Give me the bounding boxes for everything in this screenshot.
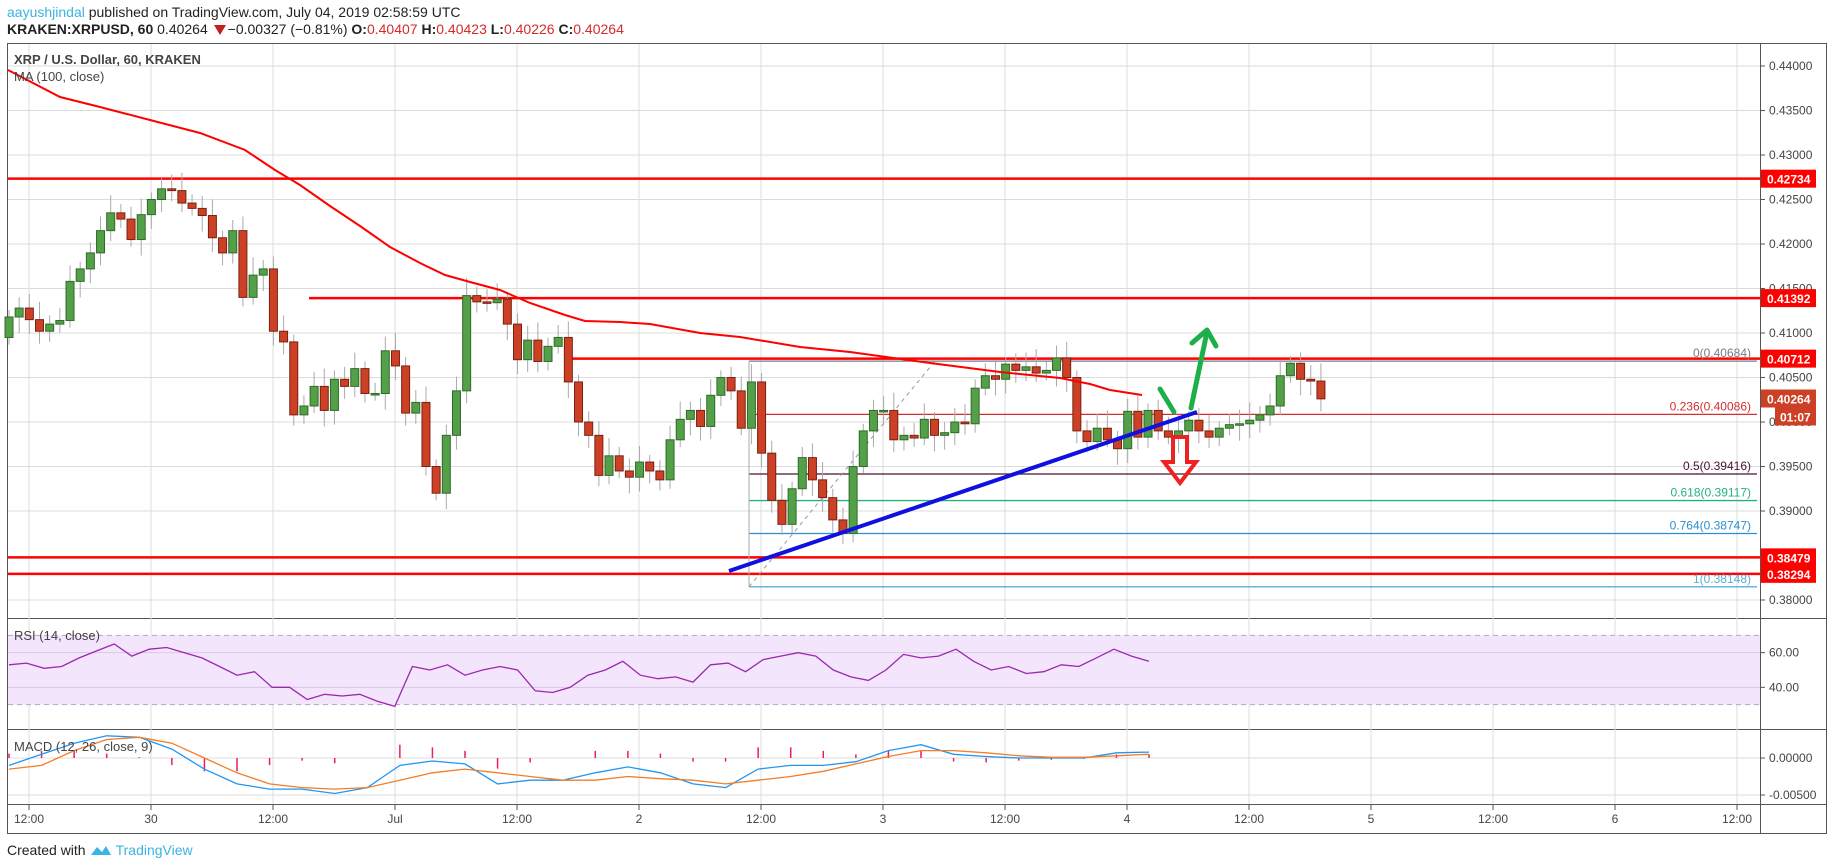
down-triangle-icon [213,25,226,36]
svg-text:0(0.40684): 0(0.40684) [1693,346,1751,360]
svg-text:12:00: 12:00 [990,812,1020,826]
svg-text:1(0.38148): 1(0.38148) [1693,572,1751,586]
svg-text:0.618(0.39117): 0.618(0.39117) [1670,486,1751,500]
svg-text:12:00: 12:00 [1234,812,1264,826]
svg-text:0.43000: 0.43000 [1769,148,1813,162]
symbol-info: KRAKEN:XRPUSD, 60 0.40264 −0.00327 (−0.8… [7,21,624,37]
svg-text:0.40712: 0.40712 [1767,353,1811,367]
svg-text:12:00: 12:00 [502,812,532,826]
published-text: published on TradingView.com, July 04, 2… [84,4,461,20]
svg-text:0.41000: 0.41000 [1769,326,1813,340]
chart-title: XRP / U.S. Dollar, 60, KRAKEN [14,52,201,67]
svg-text:0.40264: 0.40264 [1767,393,1811,407]
grid: 12:00 30 12:00 Jul 12:00 2 12:00 3 12:00 4 12:00 5 1… [8,44,1813,826]
rsi-line [8,643,1150,708]
svg-text:30: 30 [144,812,158,826]
close-value: 0.40264 [573,21,624,37]
chart-frame [7,43,1827,834]
drawings[interactable] [728,327,1219,573]
svg-text:0.38294: 0.38294 [1767,568,1811,582]
tradingview-brand-link[interactable]: TradingView [115,842,193,858]
high-value: 0.40423 [436,21,487,37]
open-value: 0.40407 [366,21,418,37]
ma-100-line [7,69,1143,396]
low-value: 0.40226 [503,21,555,37]
rsi-band: 60.00 40.00 0.00000 -0.00500 [8,634,1817,802]
svg-text:0.42000: 0.42000 [1769,237,1813,251]
price-change: −0.00327 (−0.81%) [227,21,348,37]
rsi-legend[interactable]: RSI (14, close) [14,628,100,643]
svg-text:0.764(0.38747): 0.764(0.38747) [1670,519,1751,533]
symbol-label: KRAKEN:XRPUSD, 60 [7,21,154,37]
svg-text:01:07: 01:07 [1780,411,1811,425]
svg-text:0.236(0.40086): 0.236(0.40086) [1670,399,1751,413]
svg-text:0.39000: 0.39000 [1769,504,1813,518]
svg-text:60.00: 60.00 [1769,646,1799,660]
svg-text:12:00: 12:00 [746,812,776,826]
macd-legend[interactable]: MACD (12, 26, close, 9) [14,739,153,754]
fibonacci-retracement[interactable]: 0(0.40684) 0.236(0.40086) 0.5(0.39416) 0.61… [748,346,1757,588]
low-label: L: [490,21,504,37]
svg-text:12:00: 12:00 [14,812,44,826]
author-link[interactable]: aayushjindal [7,4,85,20]
svg-text:0.43500: 0.43500 [1769,104,1813,118]
svg-text:3: 3 [880,812,887,826]
horizontal-levels[interactable] [8,177,1760,576]
open-label: O: [351,21,367,37]
svg-text:2: 2 [636,812,643,826]
last-price: 0.40264 [157,21,208,37]
svg-text:0.38479: 0.38479 [1767,551,1811,565]
svg-text:12:00: 12:00 [1722,812,1752,826]
svg-text:0.44000: 0.44000 [1769,59,1813,73]
svg-text:0.42734: 0.42734 [1767,173,1811,187]
macd-lines [8,735,1150,795]
svg-text:12:00: 12:00 [1478,812,1508,826]
svg-text:0.00000: 0.00000 [1769,751,1813,765]
arrow-up-icon [1189,327,1219,349]
arrow-down-icon [1159,435,1201,487]
ma-legend[interactable]: MA (100, close) [14,69,104,84]
high-label: H: [421,21,437,37]
svg-text:4: 4 [1124,812,1131,826]
publish-info: aayushjindal published on TradingView.co… [7,4,461,20]
svg-text:12:00: 12:00 [258,812,288,826]
svg-text:0.41392: 0.41392 [1767,292,1811,306]
svg-text:0.39500: 0.39500 [1769,460,1813,474]
svg-text:0.40500: 0.40500 [1769,371,1813,385]
footer: Created with TradingView [7,842,193,858]
candlesticks [4,172,1326,544]
support-trendline [728,410,1198,573]
svg-text:40.00: 40.00 [1769,680,1799,694]
svg-text:0.5(0.39416): 0.5(0.39416) [1683,459,1751,473]
svg-text:Jul: Jul [387,812,402,826]
close-label: C: [558,21,574,37]
price-badges: 0.42734 0.41392 0.40712 0.38479 0.38294 0.402… [1761,169,1816,583]
tradingview-logo-icon [90,846,111,855]
svg-text:-0.00500: -0.00500 [1769,788,1817,802]
svg-text:6: 6 [1612,812,1619,826]
svg-text:0.42500: 0.42500 [1769,193,1813,207]
created-with-text: Created with [7,842,86,858]
svg-text:5: 5 [1368,812,1375,826]
svg-text:0.38000: 0.38000 [1769,593,1813,607]
